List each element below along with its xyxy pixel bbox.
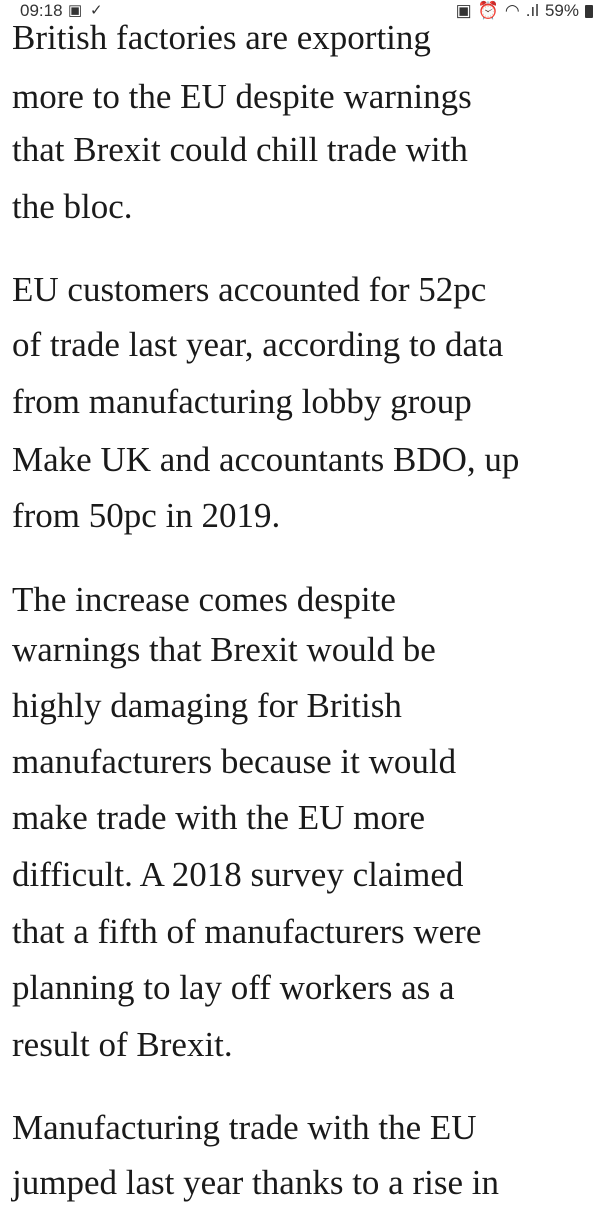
paragraph-line: British factories are exporting [12, 18, 431, 57]
paragraph-line: warnings that Brexit would be [12, 630, 436, 669]
status-time: 09:18 [20, 1, 63, 20]
paragraph-line: jumped last year thanks to a rise in [12, 1163, 499, 1202]
paragraph-line: from 50pc in 2019. [12, 496, 281, 535]
paragraph-line: EU customers accounted for 52pc [12, 270, 487, 309]
paragraph-line: more to the EU despite warnings [12, 77, 472, 116]
gallery-notification-icon: ▣ [68, 2, 83, 19]
alarm-icon: ⏰ [477, 1, 499, 20]
battery-saver-icon: ▣ [455, 1, 472, 20]
download-done-icon: ✓ [90, 2, 103, 19]
paragraph-line: difficult. A 2018 survey claimed [12, 855, 464, 894]
paragraph-line: The increase comes despite [12, 580, 396, 619]
paragraph-line: manufacturers because it would [12, 742, 457, 781]
paragraph-line: of trade last year, according to data [12, 325, 504, 364]
paragraph-line: planning to lay off workers as a [12, 968, 455, 1007]
status-bar: 09:18 ▣ ✓ ▣ ⏰ ◠ .ıl 59% [0, 0, 615, 22]
paragraph-line: from manufacturing lobby group [12, 382, 472, 421]
paragraph-line: the bloc. [12, 187, 133, 226]
paragraph-line: Manufacturing trade with the EU [12, 1108, 477, 1147]
signal-icon: .ıl [525, 1, 539, 20]
paragraph-line: that a fifth of manufacturers were [12, 912, 482, 951]
wifi-icon: ◠ [504, 1, 520, 20]
paragraph-line: that Brexit could chill trade with [12, 130, 468, 169]
battery-percent: 59% [544, 1, 579, 20]
battery-icon [585, 4, 593, 18]
paragraph-line: Make UK and accountants BDO, up [12, 440, 520, 479]
paragraph-line: result of Brexit. [12, 1025, 233, 1064]
paragraph-line: highly damaging for British [12, 686, 402, 725]
paragraph-line: make trade with the EU more [12, 798, 426, 837]
